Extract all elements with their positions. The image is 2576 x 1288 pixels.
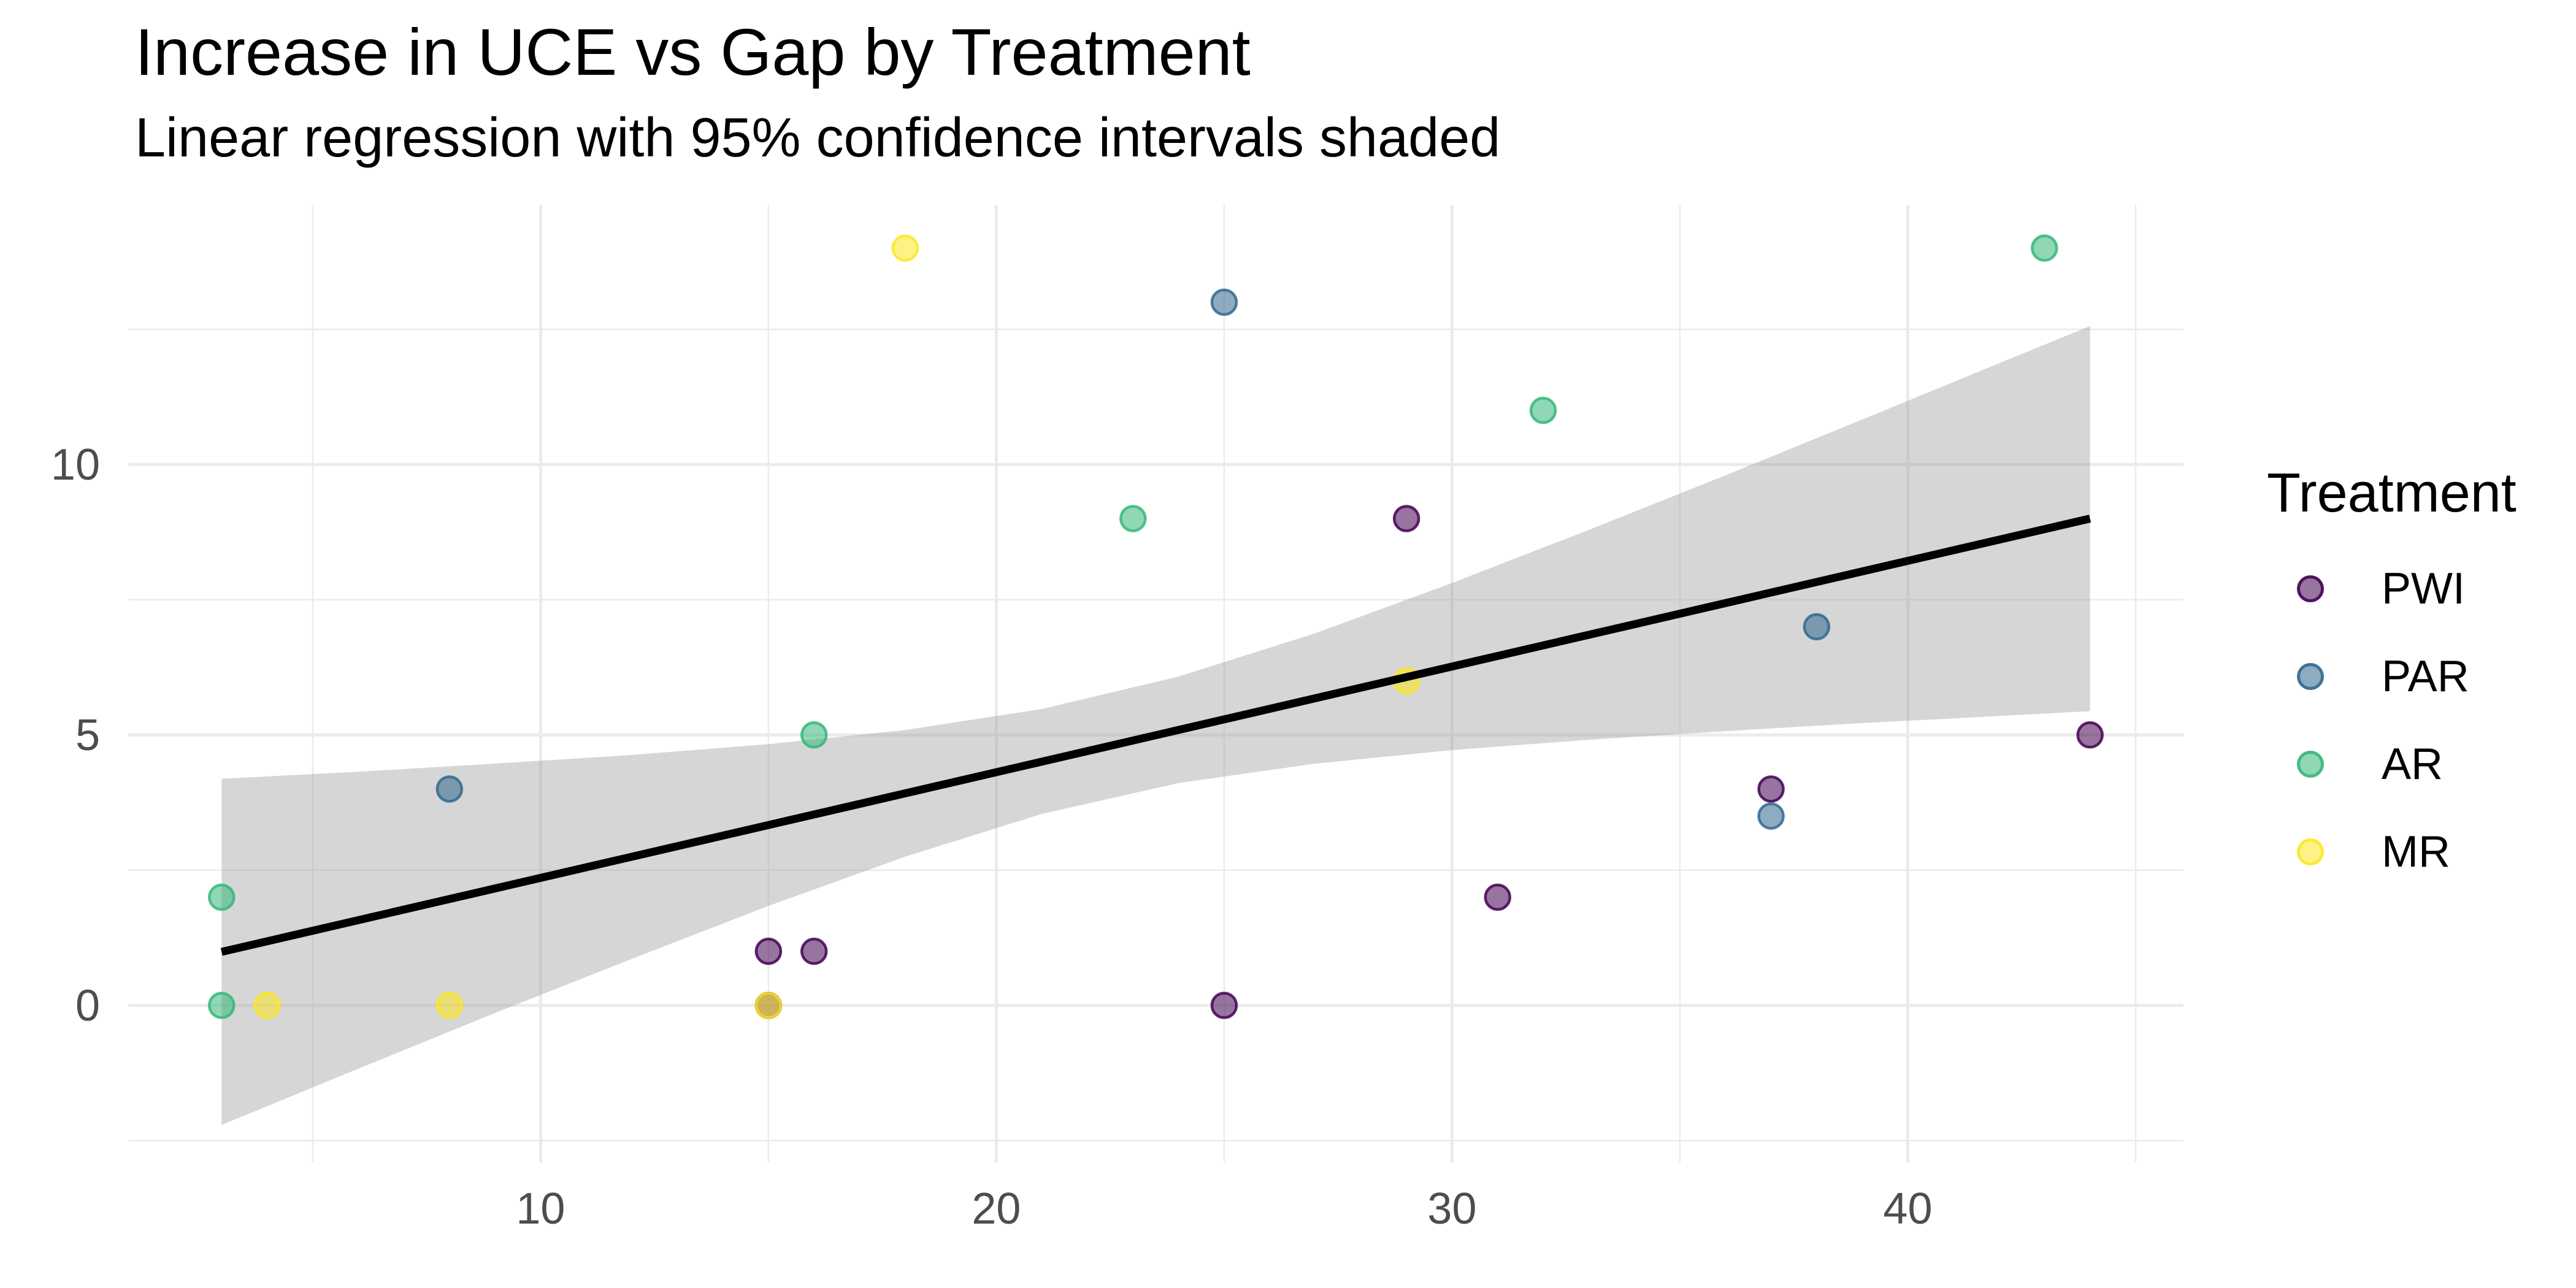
data-point-pwi [1392,505,1420,532]
legend-key-dot-icon [2297,662,2324,690]
data-point-pwi [800,937,828,965]
data-point-par [1757,802,1785,830]
legend-label: AR [2382,739,2444,789]
data-point-par [435,775,464,803]
chart-subtitle: Linear regression with 95% confidence in… [135,107,1501,169]
y-tick-label: 0 [75,981,100,1031]
legend-label: PWI [2382,564,2465,613]
data-point-pwi [1210,991,1238,1019]
legend-label: PAR [2382,651,2469,701]
data-point-ar [208,991,236,1019]
data-point-pwi [1484,883,1512,911]
data-point-ar [208,883,236,911]
data-point-ar [1119,505,1147,532]
x-tick-label: 20 [972,1184,1021,1233]
data-point-par [1210,288,1238,316]
data-point-ar [1529,396,1557,424]
data-point-mr [435,991,464,1019]
x-tick-label: 30 [1427,1184,1477,1233]
regression-line [220,515,2091,956]
data-point-mr [891,234,919,262]
legend-key-dot-icon [2297,750,2324,778]
data-point-mr [754,991,783,1019]
data-point-mr [253,991,281,1019]
legend-key-dot-icon [2297,575,2324,602]
data-point-pwi [754,937,783,965]
x-tick-label: 10 [516,1184,565,1233]
legend: Treatment PWI PAR AR MR [2267,466,2574,895]
confidence-band [221,326,2090,1125]
data-point-pwi [1757,775,1785,803]
x-tick-label: 40 [1883,1184,1933,1233]
legend-key-dot-icon [2297,838,2324,865]
data-point-ar [800,721,828,749]
y-tick-label: 10 [50,440,100,490]
chart-title: Increase in UCE vs Gap by Treatment [135,15,1251,89]
legend-label: MR [2382,827,2450,876]
legend-row-pwi: PWI [2267,545,2574,632]
legend-row-ar: AR [2267,720,2574,808]
data-point-ar [2031,234,2058,262]
legend-row-mr: MR [2267,808,2574,895]
legend-items: PWI PAR AR MR [2267,545,2574,895]
legend-title: Treatment [2267,462,2517,524]
y-tick-label: 5 [75,711,100,761]
data-point-par [1803,613,1831,641]
data-point-pwi [2076,721,2104,749]
legend-row-par: PAR [2267,632,2574,720]
